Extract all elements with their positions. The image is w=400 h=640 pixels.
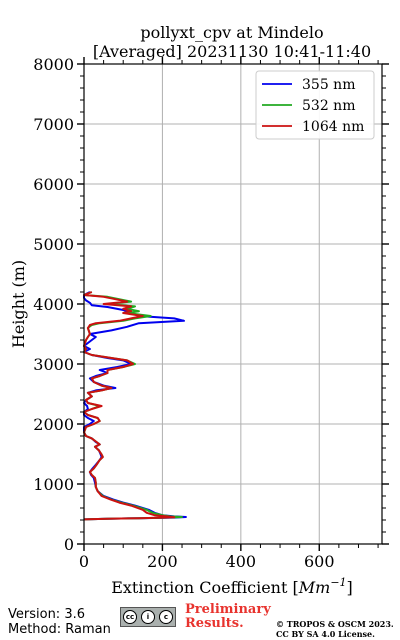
y-tick-label: 2000 xyxy=(33,415,74,434)
legend-entry: 355 nm xyxy=(302,77,355,93)
y-tick-label: 7000 xyxy=(33,115,74,134)
x-axis-label-suffix: ] xyxy=(347,578,353,597)
x-axis-label: Extinction Coefficient [Mm−1] xyxy=(111,576,353,597)
x-axis-label-unit-exponent: −1 xyxy=(330,576,346,589)
preliminary-results-note: Preliminary Results. xyxy=(185,603,271,631)
legend-entry: 532 nm xyxy=(302,98,355,114)
chart-title-line2: [Averaged] 20231130 10:41-11:40 xyxy=(93,42,371,61)
sa-icon: c xyxy=(159,610,173,624)
y-tick-label: 0 xyxy=(64,535,74,554)
preliminary-line2: Results. xyxy=(185,616,244,631)
y-tick-label: 6000 xyxy=(33,175,74,194)
x-axis-label-prefix: Extinction Coefficient [ xyxy=(111,578,299,597)
axis-ticks: 0 200 400 600010002000300040005000600070008… xyxy=(33,55,389,571)
method-text: Method: Raman xyxy=(8,622,111,637)
cc-license-badge: cc i c xyxy=(120,607,176,627)
y-tick-label: 5000 xyxy=(33,235,74,254)
version-text: Version: 3.6 xyxy=(8,607,85,622)
cc-icon: cc xyxy=(123,610,137,624)
legend: 355 nm 532 nm 1064 nm xyxy=(255,70,375,140)
y-tick-label: 1000 xyxy=(33,475,74,494)
y-tick-label: 8000 xyxy=(33,55,74,74)
chart-title-line1: pollyxt_cpv at Mindelo xyxy=(140,23,323,42)
x-tick-label: 600 xyxy=(304,552,335,571)
copyright-line1: © TROPOS & OSCM 2023. xyxy=(276,619,394,629)
preliminary-line1: Preliminary xyxy=(185,602,271,617)
y-tick-label: 4000 xyxy=(33,295,74,314)
y-axis-label: Height (m) xyxy=(9,260,28,348)
legend-entry: 1064 nm xyxy=(302,119,364,135)
series-line-3 xyxy=(83,291,176,521)
copyright-note: © TROPOS & OSCM 2023. CC BY SA 4.0 Licen… xyxy=(276,619,394,639)
by-icon: i xyxy=(141,610,155,624)
legend-box xyxy=(255,70,375,140)
copyright-line2: CC BY SA 4.0 License. xyxy=(276,629,375,639)
x-tick-label: 0 xyxy=(79,552,89,571)
x-axis-label-unit: Mm xyxy=(298,578,331,597)
data-series xyxy=(83,291,187,521)
x-tick-label: 400 xyxy=(226,552,257,571)
y-tick-label: 3000 xyxy=(33,355,74,374)
x-tick-label: 200 xyxy=(147,552,178,571)
